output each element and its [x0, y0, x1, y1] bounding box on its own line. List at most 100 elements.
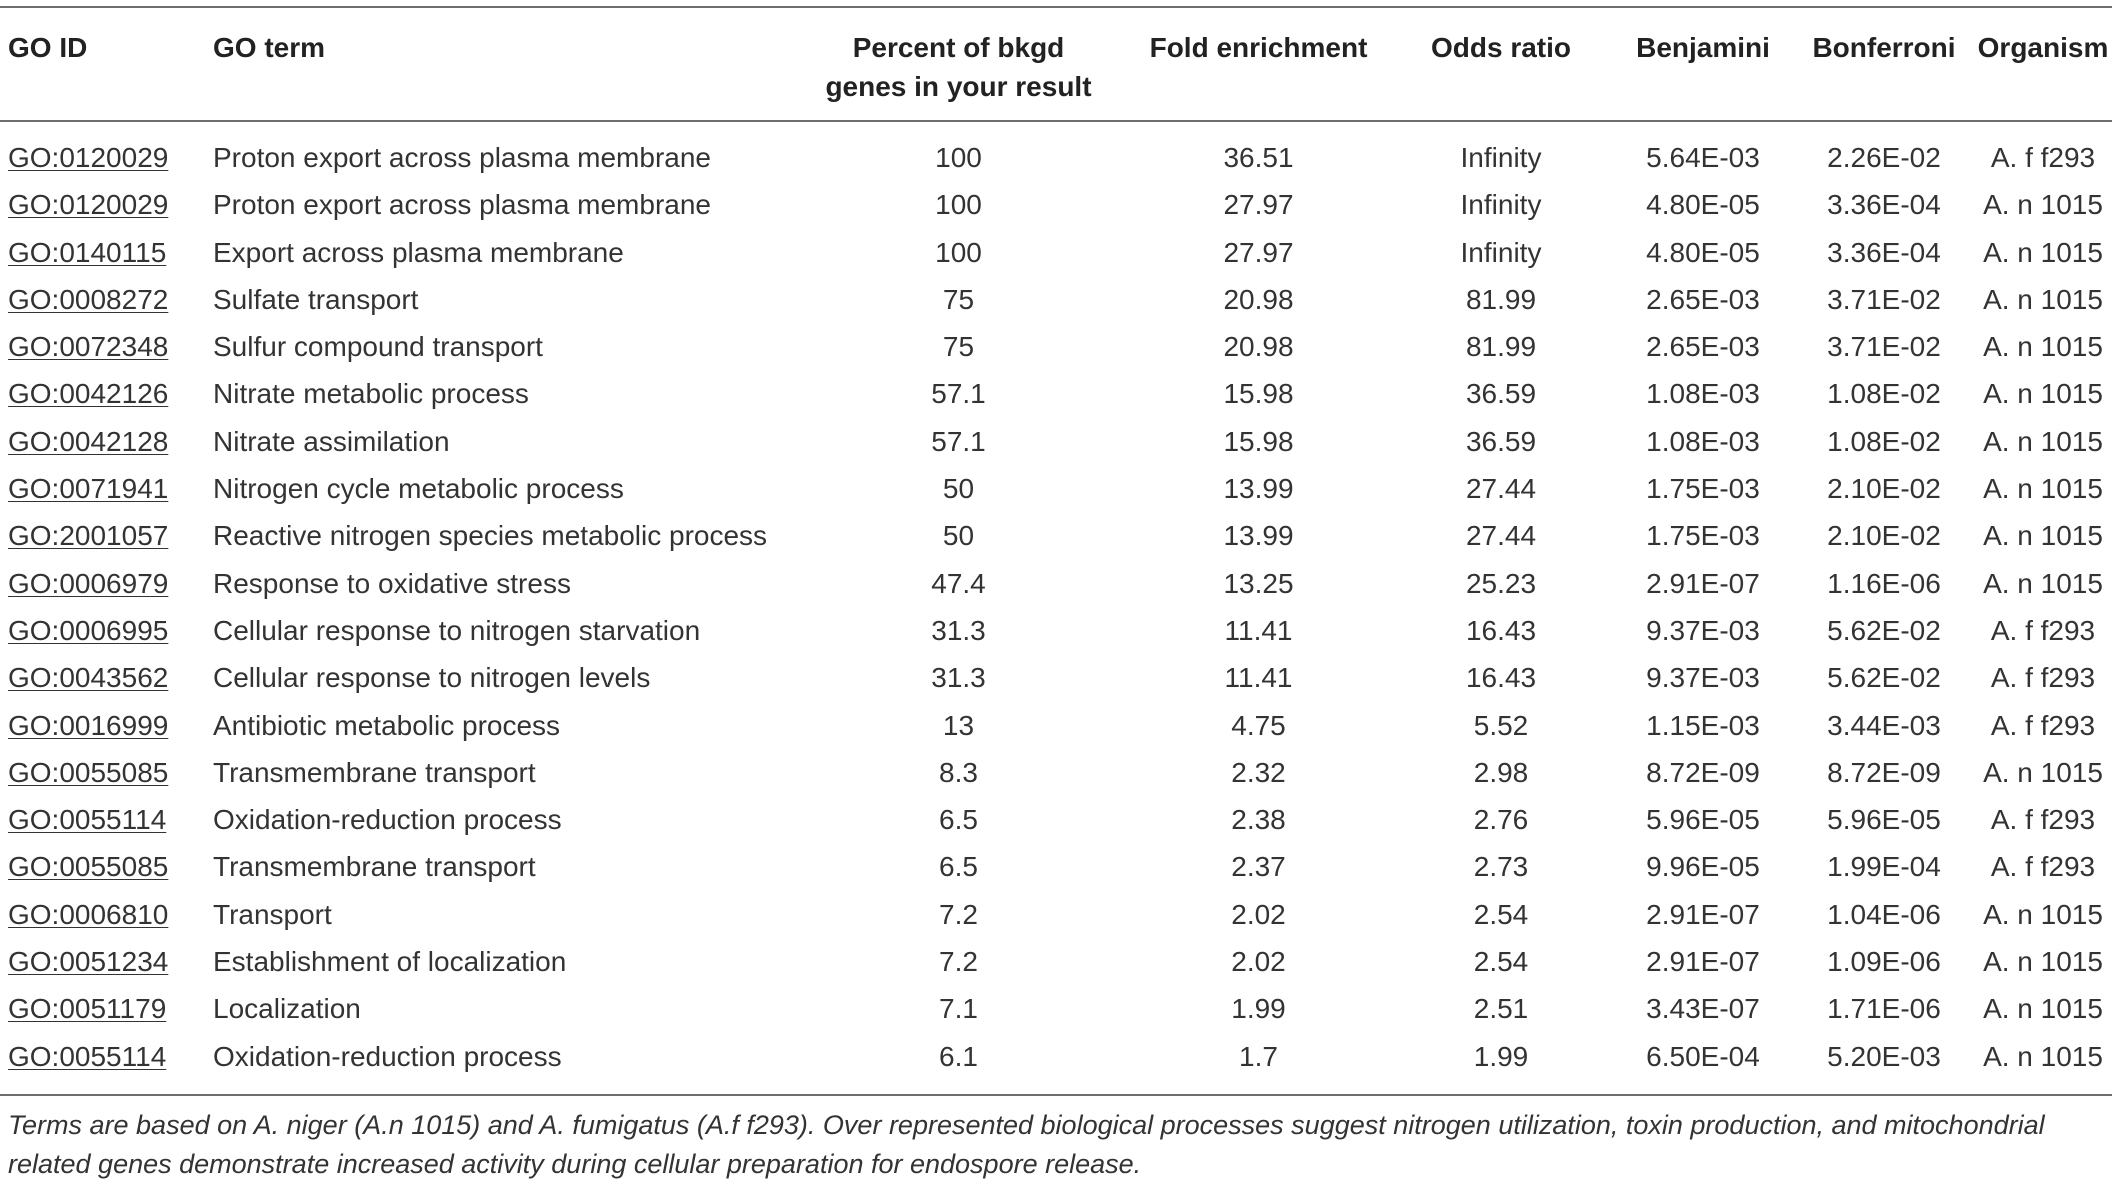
go-id-link[interactable]: GO:0006979: [8, 567, 169, 599]
cell-benjamini: 9.37E-03: [1646, 662, 1760, 694]
cell-percent: 13: [942, 709, 975, 741]
cell-go-id[interactable]: GO:0016999: [0, 702, 205, 749]
header-benjamini: Benjamini: [1636, 32, 1770, 63]
cell-odds-ratio: 81.99: [1465, 331, 1537, 363]
cell-go-id[interactable]: GO:2001057: [0, 512, 205, 559]
cell-percent: 6.5: [939, 804, 978, 836]
cell-benjamini: 1.75E-03: [1646, 520, 1760, 552]
go-id-link[interactable]: GO:0043562: [8, 662, 169, 694]
cell-go-id[interactable]: GO:0006995: [0, 607, 205, 654]
cell-fold-enrichment: 15.98: [1223, 425, 1294, 457]
go-id-link[interactable]: GO:2001057: [8, 520, 169, 552]
cell-go-id[interactable]: GO:0055114: [0, 1033, 205, 1094]
go-id-link[interactable]: GO:0071941: [8, 473, 169, 505]
cell-percent: 7.1: [939, 993, 978, 1025]
cell-bonferroni: 2.10E-02: [1827, 520, 1941, 552]
cell-percent: 57.1: [931, 378, 986, 410]
cell-go-id[interactable]: GO:0043562: [0, 654, 205, 701]
cell-go-id[interactable]: GO:0071941: [0, 465, 205, 512]
table-row: GO:0140115 Export across plasma membrane…: [0, 229, 2112, 276]
go-id-link[interactable]: GO:0055085: [8, 851, 169, 883]
go-id-link[interactable]: GO:0042128: [8, 425, 169, 457]
cell-organism: A. n 1015: [1983, 567, 2103, 599]
cell-go-term: Transmembrane transport: [213, 851, 536, 883]
cell-go-id[interactable]: GO:0055085: [0, 843, 205, 890]
cell-fold-enrichment: 27.97: [1223, 189, 1294, 221]
cell-go-term: Localization: [213, 993, 361, 1025]
header-go-term: GO term: [213, 32, 326, 63]
cell-benjamini: 9.37E-03: [1646, 614, 1760, 646]
go-id-link[interactable]: GO:0120029: [8, 189, 169, 221]
cell-odds-ratio: 5.52: [1473, 709, 1529, 741]
cell-bonferroni: 1.71E-06: [1827, 993, 1941, 1025]
cell-go-id[interactable]: GO:0120029: [0, 121, 205, 181]
cell-go-id[interactable]: GO:0006810: [0, 891, 205, 938]
cell-go-id[interactable]: GO:0042126: [0, 370, 205, 417]
cell-odds-ratio: 2.51: [1473, 993, 1529, 1025]
go-id-link[interactable]: GO:0072348: [8, 331, 169, 363]
cell-go-term: Proton export across plasma membrane: [213, 189, 711, 221]
table-header-row: GO ID GO term Percent of bkgd genes in y…: [0, 7, 2112, 121]
cell-benjamini: 2.65E-03: [1646, 331, 1760, 363]
cell-go-id[interactable]: GO:0120029: [0, 181, 205, 228]
cell-organism: A. n 1015: [1983, 993, 2103, 1025]
cell-fold-enrichment: 13.25: [1223, 567, 1294, 599]
cell-go-id[interactable]: GO:0042128: [0, 418, 205, 465]
go-id-link[interactable]: GO:0120029: [8, 142, 169, 173]
cell-benjamini: 5.64E-03: [1646, 142, 1760, 173]
table-row: GO:0006995 Cellular response to nitrogen…: [0, 607, 2112, 654]
cell-bonferroni: 5.96E-05: [1827, 804, 1941, 836]
table-row: GO:0055085 Transmembrane transport 8.3 2…: [0, 749, 2112, 796]
cell-go-term: Establishment of localization: [213, 946, 567, 978]
cell-bonferroni: 1.99E-04: [1827, 851, 1941, 883]
cell-organism: A. f f293: [1990, 709, 2096, 741]
cell-percent: 100: [935, 142, 982, 173]
table-row: GO:0016999 Antibiotic metabolic process …: [0, 702, 2112, 749]
cell-go-id[interactable]: GO:0006979: [0, 560, 205, 607]
cell-fold-enrichment: 20.98: [1223, 283, 1294, 315]
go-id-link[interactable]: GO:0016999: [8, 709, 169, 741]
cell-percent: 31.3: [931, 614, 986, 646]
table-row: GO:0055085 Transmembrane transport 6.5 2…: [0, 843, 2112, 890]
table-row: GO:0120029 Proton export across plasma m…: [0, 181, 2112, 228]
go-id-link[interactable]: GO:0042126: [8, 378, 169, 410]
go-id-link[interactable]: GO:0006810: [8, 898, 169, 930]
table-row: GO:0071941 Nitrogen cycle metabolic proc…: [0, 465, 2112, 512]
cell-odds-ratio: Infinity: [1460, 236, 1542, 268]
go-id-link[interactable]: GO:0008272: [8, 283, 169, 315]
cell-go-id[interactable]: GO:0055085: [0, 749, 205, 796]
go-id-link[interactable]: GO:0051179: [8, 993, 167, 1025]
header-percent-line2: genes in your result: [825, 71, 1092, 102]
table-row: GO:0120029 Proton export across plasma m…: [0, 121, 2112, 181]
cell-organism: A. f f293: [1990, 662, 2096, 694]
cell-benjamini: 5.96E-05: [1646, 804, 1760, 836]
cell-percent: 100: [935, 236, 982, 268]
header-odds-ratio: Odds ratio: [1430, 32, 1571, 63]
cell-go-id[interactable]: GO:0055114: [0, 796, 205, 843]
cell-go-term: Export across plasma membrane: [213, 236, 624, 268]
cell-go-id[interactable]: GO:0051234: [0, 938, 205, 985]
header-percent: Percent of bkgd genes in your result: [790, 7, 1127, 121]
cell-go-id[interactable]: GO:0008272: [0, 276, 205, 323]
go-id-link[interactable]: GO:0055114: [8, 1040, 167, 1072]
cell-organism: A. n 1015: [1983, 1040, 2103, 1072]
cell-benjamini: 2.65E-03: [1646, 283, 1760, 315]
cell-fold-enrichment: 20.98: [1223, 331, 1294, 363]
cell-go-id[interactable]: GO:0072348: [0, 323, 205, 370]
cell-organism: A. f f293: [1990, 142, 2096, 173]
go-id-link[interactable]: GO:0051234: [8, 946, 169, 978]
cell-go-id[interactable]: GO:0140115: [0, 229, 205, 276]
go-id-link[interactable]: GO:0006995: [8, 614, 169, 646]
go-id-link[interactable]: GO:0055085: [8, 756, 169, 788]
cell-percent: 7.2: [939, 898, 978, 930]
cell-bonferroni: 3.71E-02: [1827, 331, 1941, 363]
cell-organism: A. f f293: [1990, 614, 2096, 646]
go-id-link[interactable]: GO:0140115: [8, 236, 167, 268]
table-row: GO:0055114 Oxidation-reduction process 6…: [0, 796, 2112, 843]
table-row: GO:0042126 Nitrate metabolic process 57.…: [0, 370, 2112, 417]
cell-odds-ratio: 27.44: [1465, 520, 1537, 552]
cell-percent: 7.2: [939, 946, 978, 978]
cell-go-id[interactable]: GO:0051179: [0, 985, 205, 1032]
go-id-link[interactable]: GO:0055114: [8, 804, 167, 836]
cell-odds-ratio: 2.54: [1473, 946, 1529, 978]
